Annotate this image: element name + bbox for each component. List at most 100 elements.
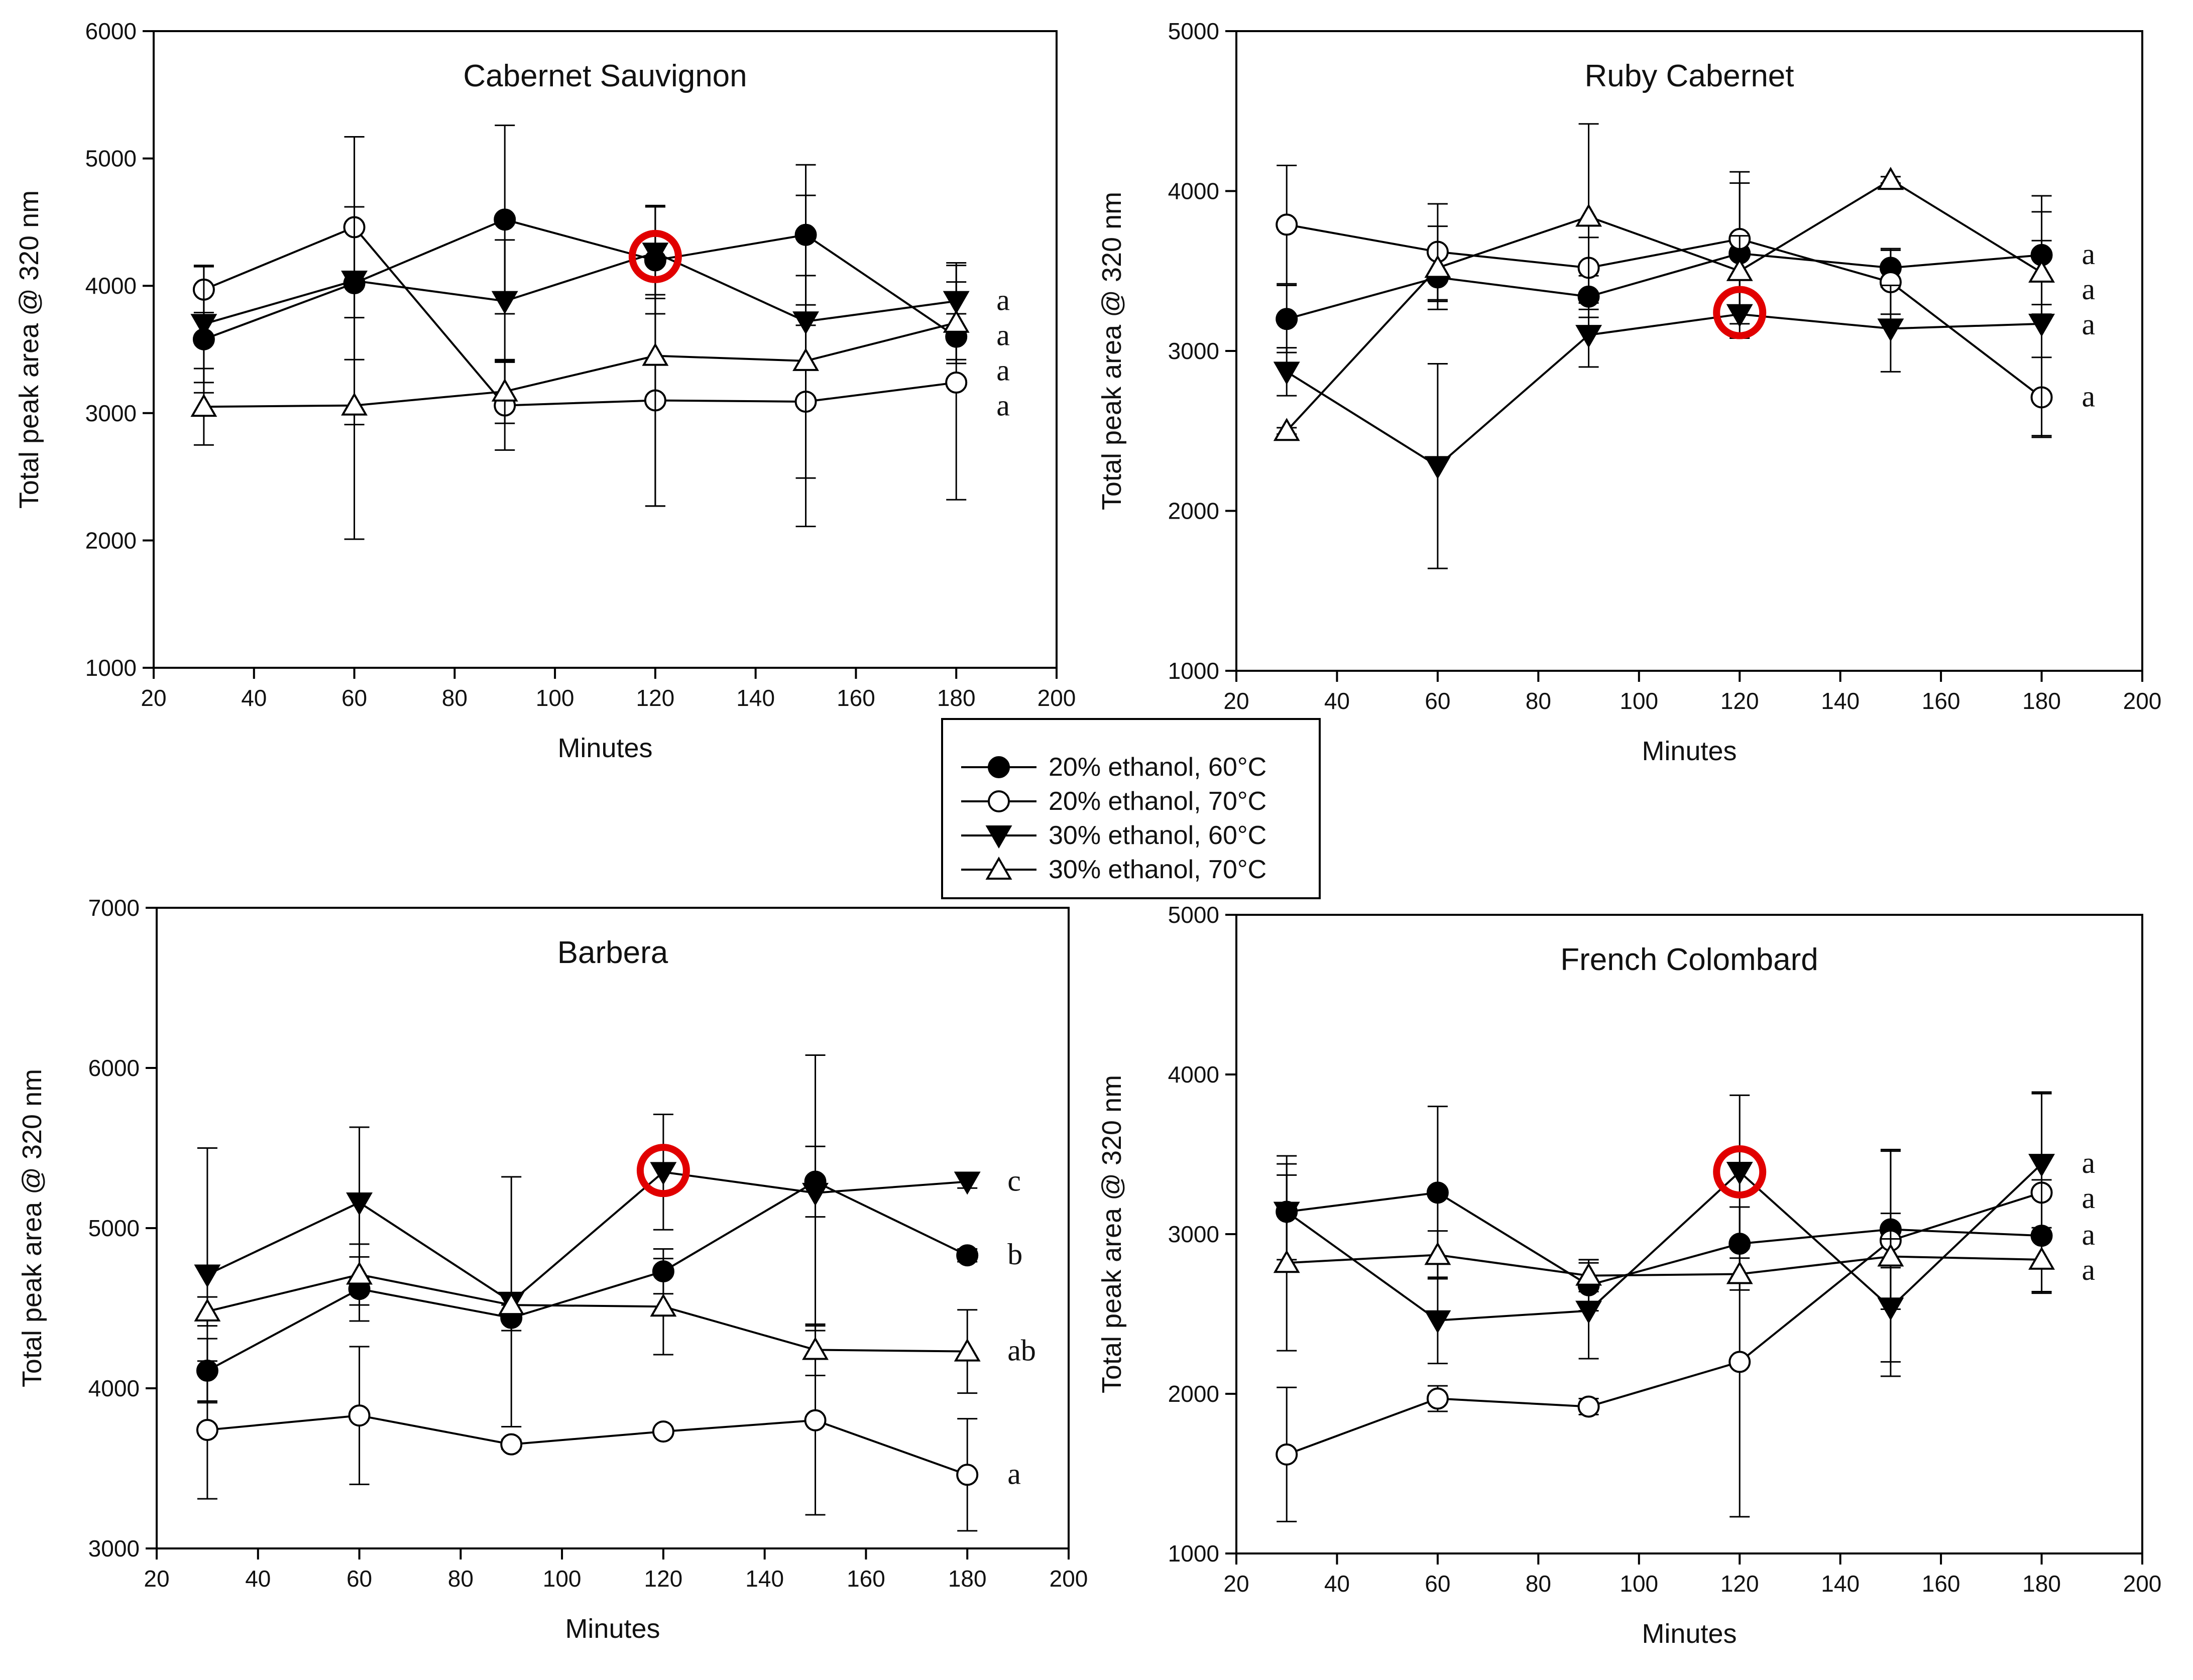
x-tick-label: 20 [1223,1571,1249,1597]
data-point [348,1404,371,1427]
y-tick-label: 1000 [1168,1540,1219,1567]
x-tick-label: 200 [1037,685,1076,711]
series-line [203,321,957,408]
data-point [194,1298,221,1322]
x-tick-label: 100 [543,1566,582,1592]
data-point [1575,325,1602,348]
y-tick-label: 5000 [88,1215,140,1241]
x-tick-label: 100 [1620,688,1658,714]
data-point [802,1337,829,1360]
data-point [1424,255,1451,278]
series-open-triangle-up [190,194,970,540]
data-point [498,1292,525,1315]
series-line [203,218,957,340]
data-point [1728,1351,1751,1373]
x-tick-label: 160 [1922,1571,1960,1597]
data-point [1424,1242,1451,1265]
series-line [207,1171,968,1303]
data-point [1276,1443,1298,1466]
x-tick-label: 200 [2123,1571,2162,1597]
series-line [1286,1191,2042,1456]
x-tick-label: 100 [1620,1571,1658,1597]
x-tick-label: 20 [144,1566,169,1592]
chart-title: Barbera [557,935,668,970]
x-tick-label: 100 [536,685,574,711]
series-filled-triangle-down [194,1054,981,1428]
data-point [494,208,516,231]
significance-label: a [2082,273,2096,306]
y-axis-label: Total peak area @ 320 nm [17,1069,47,1387]
chart-panel: 20 40 60 80 100 120 140 160 180 200 1000 2000 3000 40… [1097,18,2161,766]
y-tick-label: 4000 [1168,178,1219,204]
x-tick-label: 160 [1922,688,1960,714]
significance-label: a [2082,1146,2096,1179]
data-point [1575,203,1602,227]
series-line [1286,1191,2042,1286]
data-point [1575,1262,1602,1286]
series-line [207,1414,968,1476]
data-point [2028,313,2055,337]
y-tick-label: 4000 [85,273,137,299]
significance-label: a [996,319,1010,352]
data-point [1424,456,1451,479]
series-filled-triangle-down [1273,1093,2055,1377]
x-tick-label: 180 [937,685,976,711]
series-open-circle [1276,1091,2053,1522]
legend-item: 20% ethanol, 60°C [943,750,1319,784]
data-point [804,1409,827,1431]
x-tick-label: 120 [1720,688,1759,714]
legend-label: 20% ethanol, 70°C [1049,787,1267,816]
legend-label: 30% ethanol, 70°C [1049,855,1267,884]
significance-label: a [1007,1457,1021,1490]
x-tick-label: 120 [644,1566,683,1592]
highlight-circle [1713,1145,1767,1198]
data-point [1276,308,1298,330]
x-tick-label: 120 [1720,1571,1759,1597]
x-tick-label: 180 [2022,1571,2061,1597]
x-tick-label: 40 [245,1566,271,1592]
x-tick-label: 60 [1425,1571,1450,1597]
data-point [1424,1310,1451,1334]
legend-label: 20% ethanol, 60°C [1049,753,1267,782]
x-tick-label: 20 [141,685,166,711]
x-tick-label: 180 [2022,688,2061,714]
series-line [206,1180,968,1372]
y-tick-label: 5000 [1168,902,1219,928]
x-tick-label: 200 [2123,688,2162,714]
data-point [341,392,368,416]
data-point [652,1420,674,1443]
series-filled-circle [196,1145,979,1404]
x-tick-label: 60 [347,1566,372,1592]
x-tick-label: 80 [1526,688,1551,714]
significance-label: a [996,284,1010,317]
series-line [203,226,957,407]
x-tick-label: 40 [241,685,267,711]
x-tick-label: 80 [448,1566,474,1592]
data-point [1726,1261,1753,1284]
x-axis-label: Minutes [565,1614,660,1644]
x-axis-label: Minutes [1642,1619,1737,1649]
x-tick-label: 180 [948,1566,987,1592]
series-line [1286,252,2042,320]
x-tick-label: 60 [341,685,367,711]
highlight-circle [628,229,682,283]
data-point [1726,258,1753,281]
x-tick-label: 80 [442,685,468,711]
significance-label: ab [1007,1334,1036,1367]
series-filled-circle [192,125,968,394]
x-tick-label: 140 [745,1566,784,1592]
highlight-circle [1713,286,1767,339]
x-tick-label: 140 [1821,1571,1860,1597]
y-tick-label: 2000 [1168,1381,1219,1407]
x-tick-label: 160 [837,685,875,711]
data-point [954,1171,981,1195]
y-tick-label: 1000 [85,655,137,681]
y-tick-label: 2000 [85,527,137,553]
data-point [2028,1154,2055,1177]
data-point [642,342,669,366]
x-tick-label: 140 [736,685,775,711]
chart-title: French Colombard [1560,942,1818,977]
significance-label: b [1007,1238,1022,1271]
legend-marker-triangle-down [961,825,1036,849]
y-tick-label: 3000 [1168,338,1219,364]
